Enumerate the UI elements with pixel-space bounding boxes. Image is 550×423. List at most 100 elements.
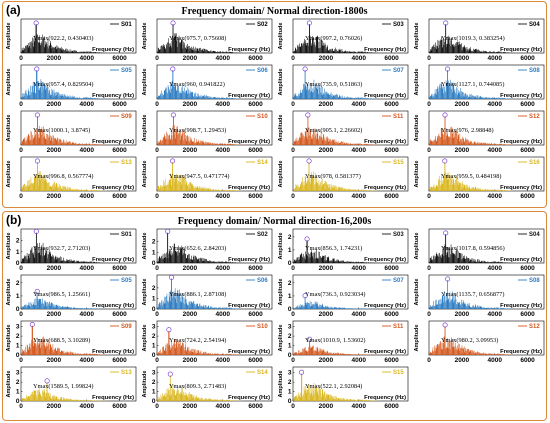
y-axis-label: Amplitude [6,23,12,50]
ymax-annotation: Ymax(1000.1, 3.8745) [33,127,90,134]
peak-marker [34,158,40,164]
y-axis-label: Amplitude [142,371,148,398]
y-tick-label: 0 [152,352,156,359]
subplot-s10: Amplitude 0 1 2 3 0 2000 4000 6000 Ymax(724.2, 2.… [142,320,273,364]
ymax-annotation: Ymax(998.7, 1.29453) [169,127,226,134]
x-axis-label: Frequency (Hz) [500,303,542,309]
x-tick-label: 2000 [319,55,334,62]
peak-marker [306,158,312,164]
y-tick-label: 1 [16,293,20,300]
y-axis-label: Amplitude [6,279,12,306]
x-tick-label: 4000 [351,101,366,108]
y-tick-label: 2 [152,333,156,340]
x-tick-label: 4000 [351,193,366,200]
x-tick-label: 2000 [183,403,198,410]
y-tick-label: 1 [288,389,292,396]
legend-label: S03 [393,232,404,238]
peak-marker [302,293,308,299]
ymax-annotation: Ymax(735.9, 0.51863) [305,81,362,88]
x-tick-label: 2000 [319,265,334,272]
x-tick-label: 2000 [319,357,334,364]
x-tick-label: 4000 [215,147,230,154]
y-axis-label: Amplitude [6,325,12,352]
y-axis-label: Amplitude [142,279,148,306]
y-axis-label: Amplitude [142,69,148,96]
subplot-s08: Amplitude 0 2000 4000 6000 Ymax(1127.1, 0.744… [414,64,545,108]
x-tick-label: 6000 [384,101,399,108]
y-tick-label: 0 [288,260,292,267]
y-tick-label: 1 [152,249,156,256]
x-tick-label: 2000 [319,193,334,200]
x-axis-label: Frequency (Hz) [92,257,134,263]
peak-marker [304,236,310,242]
y-axis-label: Amplitude [414,279,420,306]
x-tick-label: 0 [155,55,159,62]
subplot-s03: Amplitude 0 1 2 0 2000 4000 6000 Ymax(856.3, 1.7… [278,228,409,272]
spectrum-series [21,382,111,401]
x-axis-label: Frequency (Hz) [228,185,270,191]
y-axis-label: Amplitude [142,161,148,188]
legend-label: S08 [529,68,540,74]
x-tick-label: 2000 [319,403,334,410]
x-tick-label: 6000 [384,193,399,200]
peak-marker [29,321,35,327]
x-axis-label: Frequency (Hz) [364,93,406,99]
y-tick-label: 0 [288,398,292,405]
y-tick-label: 0 [16,398,20,405]
x-tick-label: 6000 [248,55,263,62]
x-axis-label: Frequency (Hz) [364,349,406,355]
x-tick-label: 6000 [248,265,263,272]
peak-marker [170,112,176,118]
x-tick-label: 6000 [248,357,263,364]
x-axis-label: Frequency (Hz) [500,349,542,355]
y-tick-label: 1 [152,389,156,396]
legend-label: S01 [121,22,132,28]
x-tick-label: 4000 [351,357,366,364]
x-tick-label: 0 [155,357,159,364]
x-tick-label: 6000 [384,147,399,154]
x-tick-label: 2000 [47,265,62,272]
peak-marker [306,20,312,26]
x-tick-label: 4000 [79,55,94,62]
ymax-annotation: Ymax(997.2, 0.76026) [305,35,362,42]
ymax-annotation: Ymax(959.5, 0.484198) [441,173,502,180]
y-axis-label: Amplitude [414,325,420,352]
ymax-annotation: Ymax(905.1, 2.26602) [305,127,362,134]
x-tick-label: 4000 [215,357,230,364]
y-axis-label: Amplitude [414,69,420,96]
peak-marker [445,66,451,72]
x-tick-label: 2000 [183,55,198,62]
x-axis-label: Frequency (Hz) [228,47,270,53]
subplot-s03: Amplitude 0 2000 4000 6000 Ymax(997.2, 0.7602… [278,18,409,62]
spectrum-series [157,233,249,263]
y-tick-label: 1 [152,343,156,350]
x-tick-label: 0 [291,357,295,364]
ymax-annotation: Ymax(809.3, 2.71483) [169,383,226,390]
x-tick-label: 2000 [47,101,62,108]
subplot-s14: Amplitude 0 1 2 3 0 2000 4000 6000 Ymax(809.3, 2.… [142,366,273,410]
legend-label: S02 [257,22,268,28]
y-axis-label: Amplitude [6,161,12,188]
y-axis-label: Amplitude [142,233,148,260]
y-axis-label: Amplitude [414,23,420,50]
x-tick-label: 2000 [455,147,470,154]
x-tick-label: 0 [427,193,431,200]
x-tick-label: 6000 [384,357,399,364]
x-tick-label: 4000 [487,193,502,200]
x-tick-label: 0 [291,193,295,200]
panel-b-title: Frequency domain/ Normal direction-16,20… [177,216,372,227]
y-tick-label: 0 [16,306,20,313]
peak-marker [442,112,448,118]
peak-marker [165,228,171,234]
peak-marker [44,378,50,384]
legend-label: S10 [257,114,268,120]
spectrum-series [21,293,109,309]
x-axis-label: Frequency (Hz) [364,47,406,53]
peak-marker [299,369,305,375]
x-tick-label: 2000 [319,147,334,154]
peak-marker [166,327,172,333]
ymax-annotation: Ymax(996.8, 0.567774) [33,173,94,180]
spectrum-series [293,25,381,53]
spectrum-series [293,374,383,401]
ymax-annotation: Ymax(1019.3, 0.383254) [441,35,505,42]
